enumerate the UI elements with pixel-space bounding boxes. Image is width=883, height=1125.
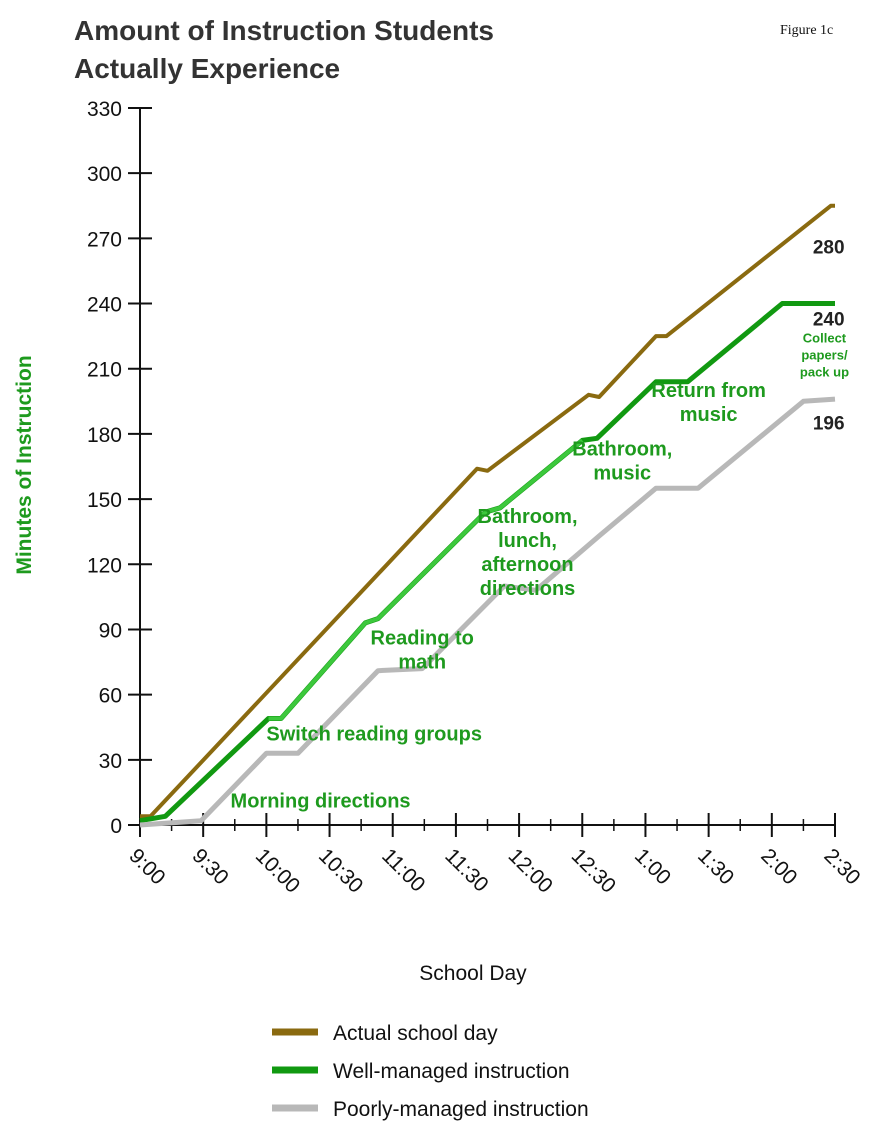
x-tick-label: 11:00 xyxy=(377,844,429,896)
y-tick-label: 30 xyxy=(99,750,122,773)
end-value-label: 240 xyxy=(813,309,845,330)
x-tick-label: 12:00 xyxy=(504,844,557,897)
y-tick-label: 60 xyxy=(99,685,122,708)
x-tick-label: 1:00 xyxy=(630,844,675,889)
annotation-layer: Morning directions Switch reading groups R… xyxy=(231,238,850,813)
chart-title-line-2: Actually Experience xyxy=(74,53,340,84)
y-tick-label: 150 xyxy=(87,489,122,512)
y-tick-label: 180 xyxy=(87,424,122,447)
annotation-text: Reading to xyxy=(371,628,474,650)
series-line-well-managed-highlight xyxy=(268,438,584,721)
x-axis-label: School Day xyxy=(419,962,527,985)
x-tick-label: 9:00 xyxy=(124,844,169,889)
y-axis-label: Minutes of Instruction xyxy=(13,355,36,574)
x-tick-label: 9:30 xyxy=(188,844,233,889)
series-line-poorly-managed xyxy=(139,396,836,828)
y-tick-label: 120 xyxy=(87,554,122,577)
annotation-text: Collect xyxy=(803,331,847,346)
x-tick-label: 1:30 xyxy=(693,844,738,889)
x-tick-label: 11:30 xyxy=(440,844,492,896)
annotation-text: Switch reading groups xyxy=(266,723,482,745)
annotation-text: music xyxy=(593,463,651,485)
annotation-text: Bathroom, xyxy=(478,506,578,528)
annotation-text: Bathroom, xyxy=(572,439,672,461)
y-tick-label: 90 xyxy=(99,619,122,642)
annotation-text: pack up xyxy=(800,365,849,380)
y-tick-label: 330 xyxy=(87,98,122,121)
figure-label: Figure 1c xyxy=(780,23,833,38)
chart-title-line-1: Amount of Instruction Students xyxy=(74,15,494,46)
end-value-label: 280 xyxy=(813,238,845,259)
x-tick-label: 10:00 xyxy=(251,844,304,897)
annotation-text: music xyxy=(680,404,738,426)
y-tick-label: 300 xyxy=(87,163,122,186)
annotation-text: math xyxy=(398,652,446,674)
legend-label: Actual school day xyxy=(333,1022,498,1045)
series-line-actual-school-day xyxy=(140,203,835,819)
x-tick-label: 12:30 xyxy=(567,844,620,897)
annotation-text: lunch, xyxy=(498,530,557,552)
legend-label: Well-managed instruction xyxy=(333,1060,570,1083)
y-tick-label: 0 xyxy=(110,815,122,838)
annotation-text: Morning directions xyxy=(231,791,411,813)
y-tick-label: 210 xyxy=(87,359,122,382)
end-value-label: 196 xyxy=(813,414,845,435)
legend-label: Poorly-managed instruction xyxy=(333,1098,589,1121)
annotation-text: papers/ xyxy=(801,348,848,363)
annotation-text: afternoon xyxy=(481,554,573,576)
annotation-text: Return from xyxy=(651,380,765,402)
annotation-text: directions xyxy=(480,578,576,600)
y-tick-label: 270 xyxy=(87,228,122,251)
y-tick-label: 240 xyxy=(87,294,122,317)
x-tick-label: 10:30 xyxy=(314,844,367,897)
x-tick-label: 2:00 xyxy=(756,844,801,889)
x-tick-label: 2:30 xyxy=(819,844,864,889)
legend: Actual school day Well-managed instructio… xyxy=(272,1022,589,1121)
series-layer xyxy=(139,203,836,828)
